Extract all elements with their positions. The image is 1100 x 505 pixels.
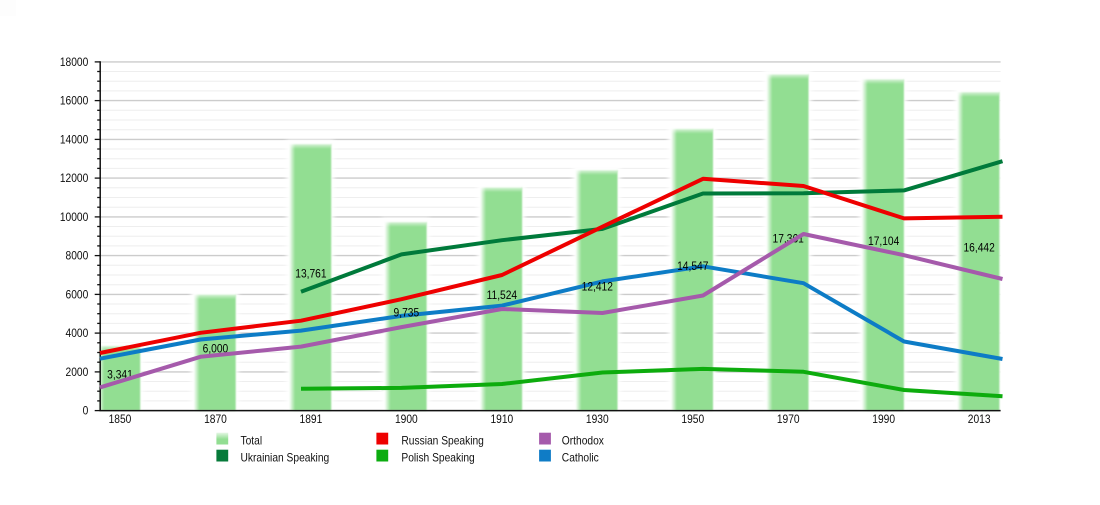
svg-text:Total: Total [241, 435, 263, 448]
svg-text:1900: 1900 [395, 413, 418, 426]
svg-text:1930: 1930 [586, 413, 609, 426]
svg-text:2013: 2013 [968, 413, 991, 426]
svg-text:1910: 1910 [490, 413, 513, 426]
svg-text:Ukrainian Speaking: Ukrainian Speaking [241, 452, 330, 465]
svg-text:4000: 4000 [66, 328, 89, 341]
svg-text:0: 0 [83, 405, 89, 418]
svg-text:Russian Speaking: Russian Speaking [401, 435, 483, 448]
svg-text:11,524: 11,524 [487, 290, 518, 303]
svg-text:2000: 2000 [66, 366, 89, 379]
svg-text:Orthodox: Orthodox [562, 435, 605, 448]
svg-text:17,104: 17,104 [868, 235, 899, 248]
svg-text:16,442: 16,442 [963, 242, 994, 255]
svg-text:1990: 1990 [872, 413, 895, 426]
svg-text:Polish Speaking: Polish Speaking [401, 452, 474, 465]
svg-text:14000: 14000 [60, 134, 88, 147]
svg-text:10000: 10000 [60, 211, 88, 224]
svg-text:1970: 1970 [777, 413, 800, 426]
svg-text:6000: 6000 [66, 289, 89, 302]
svg-text:12,412: 12,412 [582, 281, 613, 294]
svg-text:12000: 12000 [60, 173, 88, 186]
svg-text:18000: 18000 [60, 56, 88, 69]
svg-text:1950: 1950 [681, 413, 704, 426]
svg-text:17,361: 17,361 [773, 233, 804, 246]
svg-text:14,547: 14,547 [677, 260, 708, 273]
svg-text:16000: 16000 [60, 95, 88, 108]
svg-text:6,000: 6,000 [203, 343, 229, 356]
svg-text:8000: 8000 [66, 250, 89, 263]
svg-text:Catholic: Catholic [562, 452, 599, 465]
svg-text:1850: 1850 [109, 413, 132, 426]
svg-text:1891: 1891 [300, 413, 323, 426]
svg-text:13,761: 13,761 [295, 268, 326, 281]
svg-text:9,735: 9,735 [394, 307, 420, 320]
svg-text:1870: 1870 [204, 413, 227, 426]
